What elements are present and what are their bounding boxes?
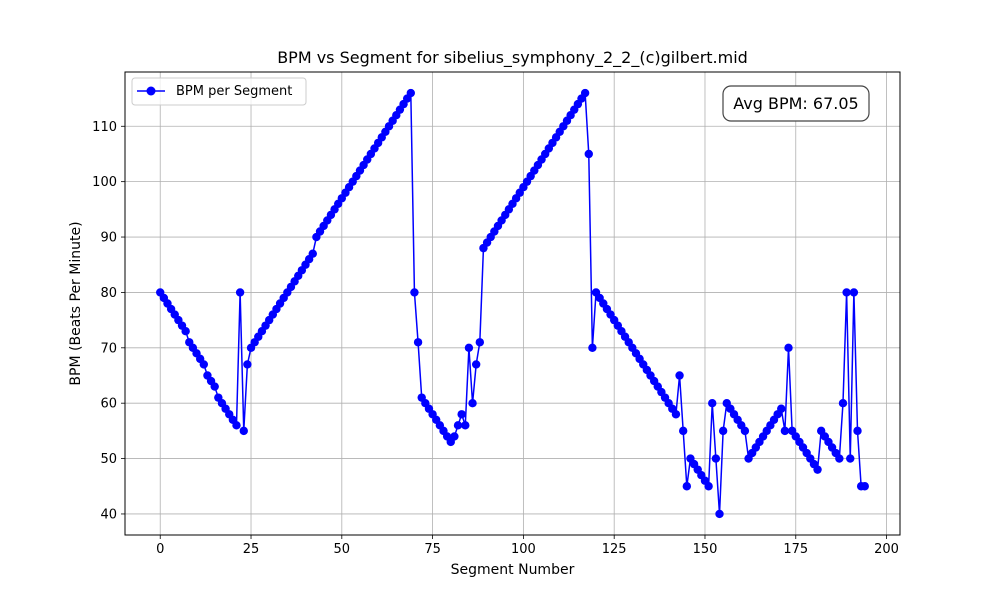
x-tick-label: 0 — [156, 542, 164, 557]
data-point — [682, 482, 692, 491]
data-point — [777, 404, 786, 413]
data-point — [308, 249, 317, 258]
data-point — [835, 454, 844, 463]
chart-title: BPM vs Segment for sibelius_symphony_2_2… — [277, 48, 748, 68]
legend-entry-label: BPM per Segment — [176, 84, 292, 99]
data-point — [708, 398, 717, 408]
data-point — [471, 360, 481, 369]
legend: BPM per Segment — [131, 77, 307, 106]
data-point — [846, 454, 855, 463]
data-point — [678, 426, 688, 436]
data-point — [413, 338, 423, 347]
y-tick-label: 80 — [100, 286, 117, 301]
y-tick-label: 70 — [100, 341, 117, 356]
data-point — [704, 482, 713, 491]
data-point — [715, 509, 724, 519]
data-point — [464, 343, 474, 353]
data-point — [860, 482, 869, 491]
x-tick-label: 125 — [602, 542, 627, 557]
x-axis-label: Segment Number — [451, 562, 575, 578]
x-tick-label: 175 — [783, 542, 808, 557]
y-tick-label: 90 — [100, 231, 117, 246]
data-point — [813, 465, 822, 474]
data-point — [588, 343, 597, 353]
data-point — [453, 421, 463, 430]
x-tick-label: 50 — [334, 542, 351, 557]
data-point — [675, 371, 684, 380]
data-point — [849, 288, 859, 297]
y-tick-label: 40 — [100, 507, 117, 522]
y-tick-label: 100 — [92, 175, 117, 190]
plot-frame — [124, 71, 901, 536]
avg-bpm-box — [722, 85, 870, 122]
data-point — [410, 288, 419, 297]
data-point — [461, 421, 470, 430]
data-point — [580, 88, 590, 98]
x-tick-label: 75 — [424, 542, 441, 557]
x-tick-label: 25 — [243, 542, 260, 557]
data-point — [784, 343, 793, 353]
data-point — [475, 338, 485, 347]
grid-lines — [125, 72, 900, 535]
data-point — [199, 360, 209, 369]
data-point — [780, 426, 790, 436]
data-point — [671, 410, 681, 419]
avg-bpm-label: Avg BPM: 67.05 — [733, 94, 858, 113]
data-point — [468, 398, 477, 408]
x-tick-label: 150 — [693, 542, 718, 557]
data-point — [239, 426, 248, 436]
y-tick-label: 60 — [100, 397, 117, 412]
data-point — [838, 398, 848, 408]
series-layer — [156, 88, 869, 519]
data-point — [584, 149, 593, 159]
data-point — [450, 432, 459, 441]
x-tick-label: 100 — [511, 542, 536, 557]
data-point — [718, 426, 728, 436]
data-point — [711, 454, 721, 463]
x-tick-label: 200 — [874, 542, 899, 557]
legend-marker-icon — [146, 86, 156, 96]
data-point — [210, 382, 219, 391]
data-point — [457, 410, 466, 419]
avg-bpm-annotation: Avg BPM: 67.05 — [722, 85, 870, 122]
data-point — [232, 421, 241, 430]
data-point — [406, 88, 416, 98]
axis-ticks: 0 25 50 75 100 125 150 175 200 40 50 60 70 80 90 100 110 — [92, 120, 899, 557]
data-point — [243, 360, 252, 369]
data-point — [853, 426, 862, 436]
y-tick-label: 50 — [100, 452, 117, 467]
y-axis-label: BPM (Beats Per Minute) — [68, 221, 84, 385]
data-point — [181, 326, 190, 336]
data-point — [842, 288, 851, 297]
data-point — [740, 426, 750, 436]
legend-box — [131, 77, 307, 106]
y-tick-label: 110 — [92, 120, 117, 135]
data-point — [235, 288, 245, 297]
